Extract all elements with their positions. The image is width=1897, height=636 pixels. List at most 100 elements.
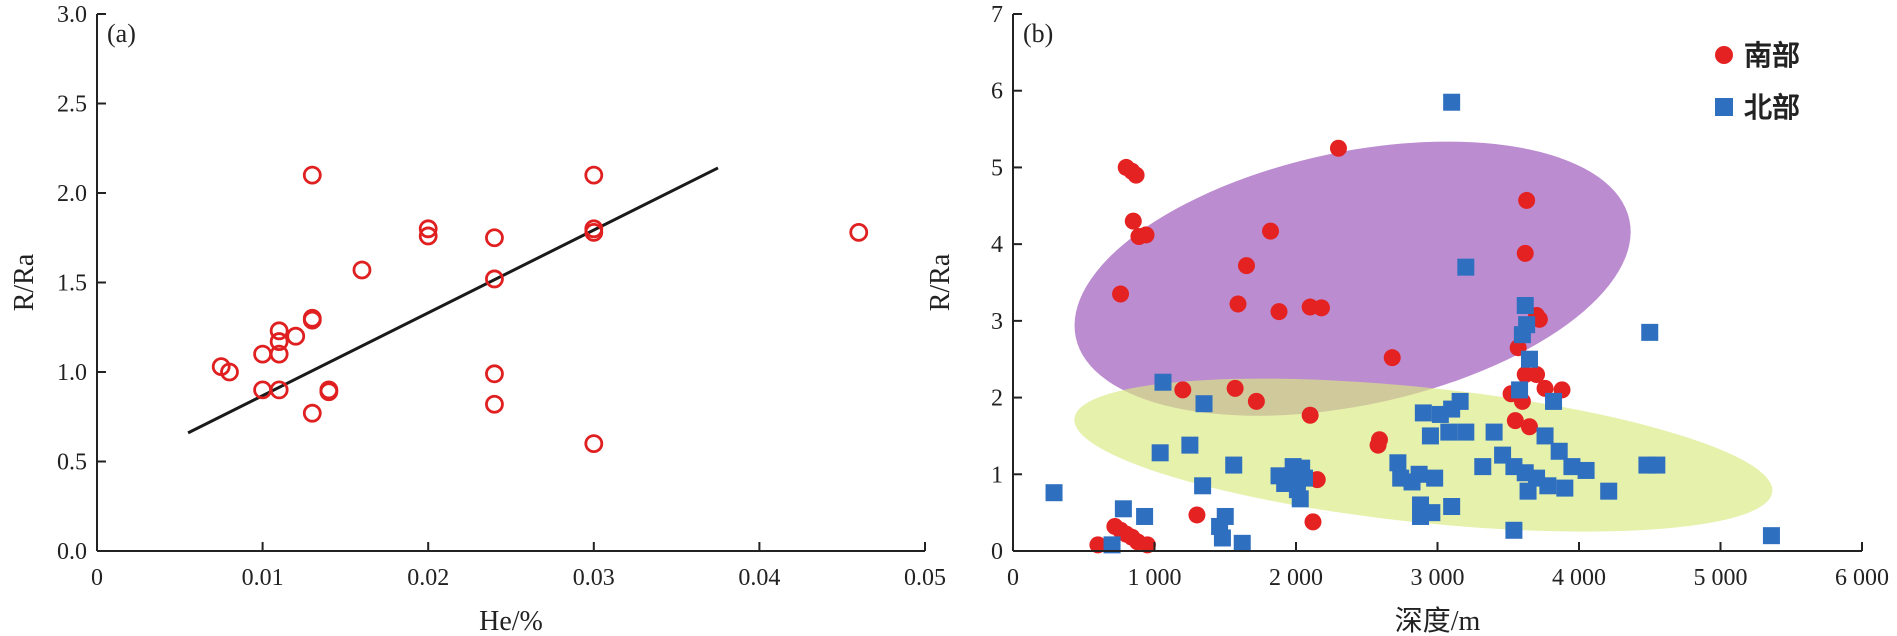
data-point-north [1577,461,1595,479]
panel-b: 0 1 000 2 000 3 000 4 000 5 000 6 000 0 1 2 3 4 5 6 7 深… [925,2,1889,636]
data-point-south [1312,299,1330,317]
data-point [584,165,604,185]
data-point-south [1369,436,1387,454]
x-tick-label: 0 [91,565,103,591]
data-point [352,260,372,280]
x-tick-label: 0.03 [573,565,615,591]
data-point [220,362,239,382]
x-tick-label: 0.05 [904,565,946,591]
data-point-north [1412,507,1430,525]
data-point [485,228,504,248]
x-tick-label: 6 000 [1835,565,1889,591]
data-point-north [1556,479,1574,497]
data-point-north [1474,458,1492,476]
data-point [286,326,306,346]
y-tick-label: 1.0 [57,360,87,386]
data-point-north [1494,446,1512,464]
data-point-north [1513,326,1531,344]
legend-label: 南部 [1744,39,1800,72]
x-tick-label: 3 000 [1411,565,1465,591]
data-point-north [1233,534,1251,552]
x-axis-label: 深度/m [1395,605,1481,636]
data-point-north [1195,395,1213,413]
data-point [418,226,438,246]
data-point [269,332,289,351]
data-point-north [1151,444,1169,462]
data-point-north [1181,436,1199,454]
data-point-south [1528,366,1546,384]
panel-a: 0 0.01 0.02 0.03 0.04 0.05 0.0 0.5 1.0 1.5 2.0 2.5 3… [9,2,946,636]
data-point-south [1262,222,1280,240]
data-point [319,382,339,402]
data-point-north [1440,423,1458,441]
data-point [849,222,869,242]
y-tick-label: 3 [991,309,1003,335]
data-point-south [1516,244,1534,262]
data-point-north [1194,477,1212,495]
data-point-south [1127,166,1145,184]
data-point [485,269,504,289]
region-ellipse-2 [1074,378,1773,532]
data-point-north [1519,482,1537,500]
data-point-north [1114,500,1132,518]
data-point [584,434,604,454]
data-point-north [1550,442,1568,460]
data-point-north [1431,405,1449,423]
data-point-south [1137,226,1155,244]
data-point-north [1485,423,1503,441]
data-point-north [1392,469,1410,487]
data-point-south [1247,392,1265,410]
data-point-south [1304,513,1322,531]
data-point-north [1520,350,1538,368]
data-point-north [1638,456,1656,474]
data-point [485,364,504,384]
data-point-south [1124,212,1142,230]
x-tick-label: 0.01 [242,565,284,591]
panel-label: (b) [1023,19,1053,48]
data-point-north [1045,484,1063,502]
data-point-north [1505,521,1523,539]
y-tick-label: 2.5 [57,92,87,118]
y-tick-label: 0 [991,539,1003,565]
data-point-south [1188,506,1206,524]
data-point [584,222,604,242]
data-point-north [1291,490,1309,508]
y-tick-label: 6 [991,79,1003,105]
data-point [302,403,322,423]
data-point-south [1270,303,1288,321]
data-point [269,321,289,341]
data-point-north [1641,323,1659,341]
data-point-north [1511,381,1529,399]
data-point-south [1536,379,1554,397]
x-axis-label: He/% [479,606,543,636]
data-point-south [1383,349,1401,367]
y-axis-label: R/Ra [9,253,40,311]
data-point-north [1389,454,1407,472]
data-point [418,219,438,239]
data-point [302,165,322,185]
legend-marker-north [1715,98,1733,116]
y-tick-label: 1 [991,462,1003,488]
data-point-north [1443,498,1461,516]
data-point-north [1457,423,1475,441]
data-point [302,310,322,330]
panel-label: (a) [107,19,136,48]
data-point-north [1536,427,1554,445]
data-point-north [1457,258,1475,276]
data-point-south [1518,191,1536,209]
trend-line [187,166,719,435]
y-tick-label: 0.5 [57,450,87,476]
data-point-north [1443,93,1461,111]
y-tick-label: 7 [991,2,1003,28]
data-point [269,380,289,400]
legend-label: 北部 [1744,91,1800,124]
x-tick-label: 5 000 [1694,565,1748,591]
data-point-south [1112,285,1130,303]
region-ellipse-1 [1074,141,1631,416]
data-point-south [1229,295,1247,313]
y-tick-label: 0.0 [57,539,87,565]
y-tick-label: 1.5 [57,271,87,297]
data-point-south [1174,381,1192,399]
data-point-south [1301,406,1319,424]
